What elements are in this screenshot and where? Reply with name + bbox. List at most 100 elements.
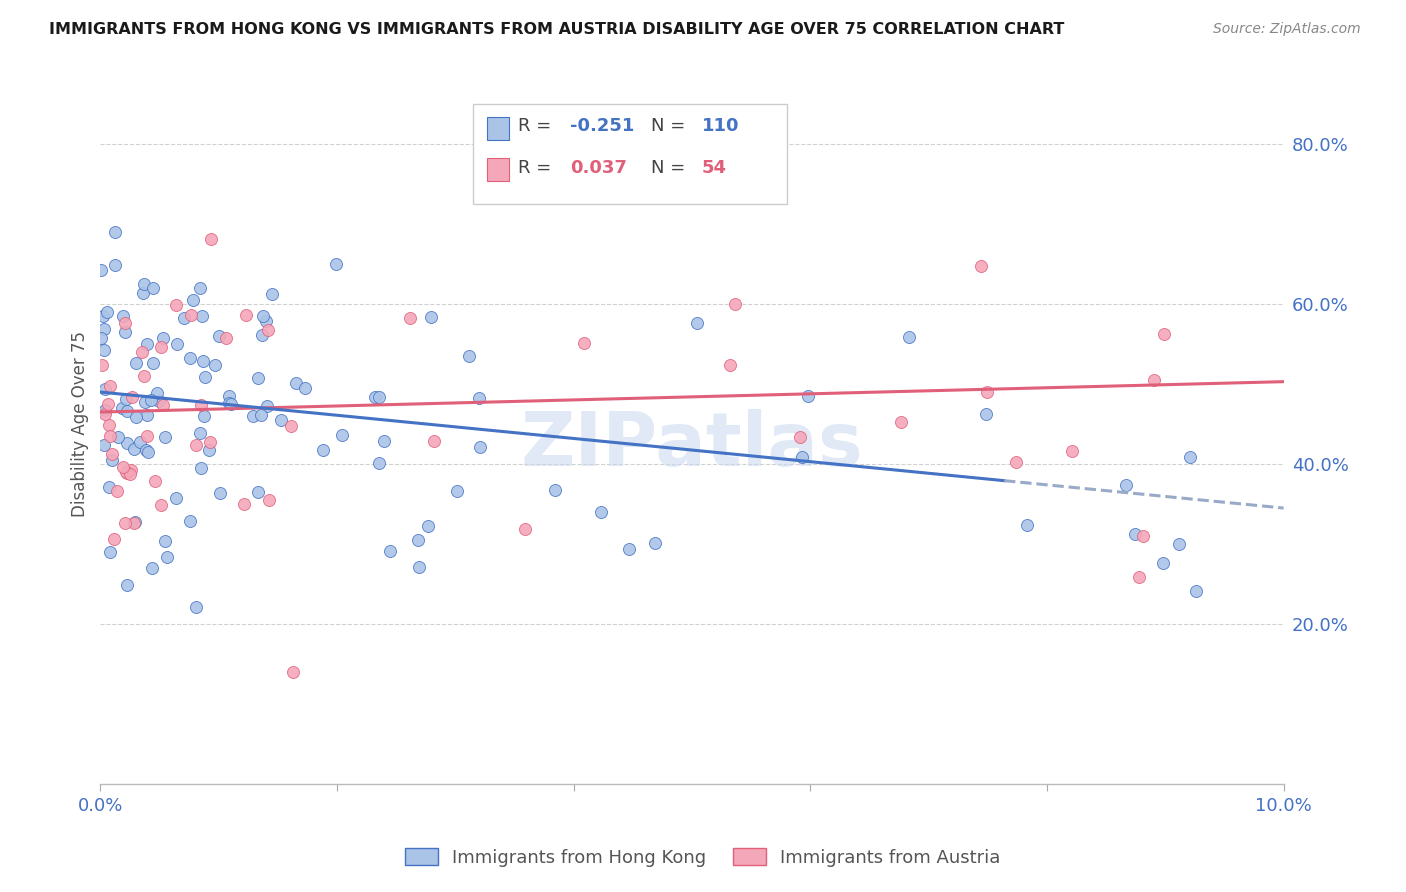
Point [101, 452, 124, 467]
Point [190, 398, 212, 412]
Point [249, 409, 271, 423]
Point [131, 286, 153, 301]
Point [136, 429, 159, 443]
Point [125, 409, 148, 424]
Point [468, 391, 491, 405]
Point [90, 331, 112, 345]
Point [257, 492, 280, 507]
Point [399, 310, 422, 325]
Point [135, 337, 157, 351]
Point [420, 310, 443, 325]
Point [186, 600, 208, 615]
Point [468, 440, 491, 454]
Point [1185, 584, 1208, 599]
Point [1004, 455, 1026, 469]
Point [115, 392, 138, 406]
Point [96, 304, 118, 318]
Point [283, 665, 305, 680]
Point [97, 480, 120, 494]
Point [156, 550, 179, 565]
Point [256, 399, 278, 413]
Point [149, 341, 172, 355]
Point [254, 314, 277, 328]
Point [134, 395, 156, 409]
Point [378, 544, 401, 558]
Point [90, 358, 112, 372]
Point [194, 370, 217, 384]
Point [125, 357, 148, 371]
Point [148, 393, 170, 408]
Point [209, 485, 232, 500]
Point [93, 343, 115, 357]
Point [152, 331, 174, 345]
Point [135, 443, 157, 458]
Point [141, 392, 163, 407]
Point [190, 461, 212, 475]
Point [165, 491, 187, 506]
Point [150, 498, 173, 512]
Point [122, 442, 145, 457]
Point [543, 483, 565, 497]
Point [789, 430, 811, 444]
Point [513, 522, 536, 536]
Point [1017, 517, 1039, 532]
Point [120, 467, 142, 481]
Point [93, 403, 115, 417]
Point [890, 415, 912, 429]
Point [180, 308, 202, 322]
Point [208, 329, 231, 343]
Point [270, 413, 292, 427]
Point [367, 390, 389, 404]
Point [257, 323, 280, 337]
Point [976, 384, 998, 399]
Point [186, 438, 208, 452]
Point [1143, 373, 1166, 387]
Point [100, 379, 122, 393]
FancyBboxPatch shape [488, 159, 509, 181]
Text: IMMIGRANTS FROM HONG KONG VS IMMIGRANTS FROM AUSTRIA DISABILITY AGE OVER 75 CORR: IMMIGRANTS FROM HONG KONG VS IMMIGRANTS … [49, 22, 1064, 37]
Point [724, 297, 747, 311]
Point [166, 336, 188, 351]
FancyBboxPatch shape [488, 117, 509, 140]
Point [114, 465, 136, 479]
Point [141, 560, 163, 574]
Point [98, 417, 121, 432]
Point [1123, 527, 1146, 541]
Point [114, 516, 136, 530]
Point [188, 426, 211, 441]
Point [591, 505, 613, 519]
Point [114, 325, 136, 339]
Point [235, 308, 257, 322]
Point [644, 536, 666, 550]
Point [796, 389, 818, 403]
Point [198, 442, 221, 457]
Point [233, 497, 256, 511]
Point [219, 397, 242, 411]
Point [218, 396, 240, 410]
Point [97, 397, 120, 411]
Text: R =: R = [517, 117, 551, 135]
Point [1128, 570, 1150, 584]
Point [280, 418, 302, 433]
Point [617, 542, 640, 557]
Y-axis label: Disability Age Over 75: Disability Age Over 75 [72, 331, 89, 517]
Point [897, 330, 920, 344]
Point [136, 408, 159, 422]
Point [423, 434, 446, 449]
Point [104, 225, 127, 239]
Point [1180, 450, 1202, 464]
Point [111, 401, 134, 415]
Point [115, 467, 138, 481]
Point [90, 263, 112, 277]
Point [188, 280, 211, 294]
Point [373, 434, 395, 448]
Point [122, 516, 145, 530]
Point [98, 429, 121, 443]
Text: 110: 110 [702, 117, 740, 135]
Point [153, 533, 176, 548]
Point [364, 390, 387, 404]
Point [179, 514, 201, 528]
Point [165, 298, 187, 312]
Point [252, 328, 274, 343]
Point [246, 371, 269, 385]
